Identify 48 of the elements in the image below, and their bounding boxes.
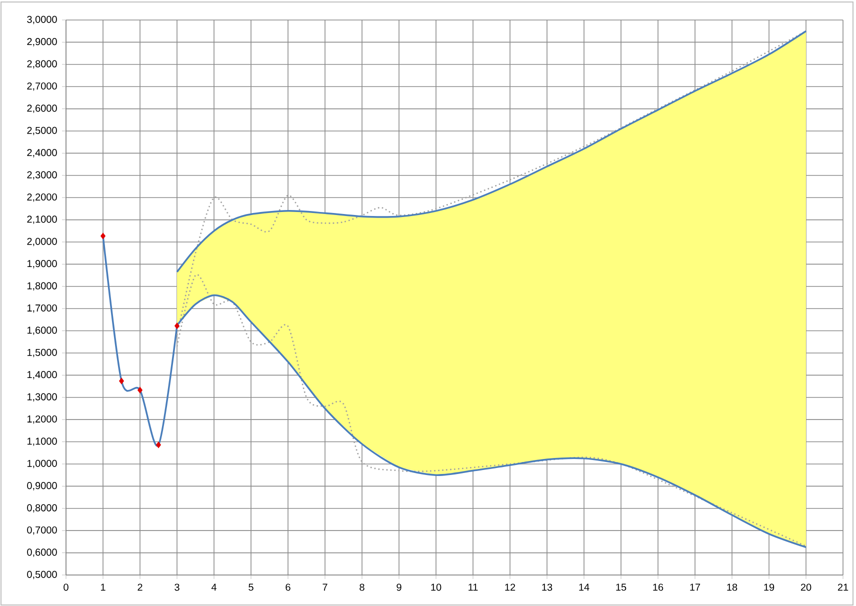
y-tick-label: 1,0000 — [27, 460, 57, 468]
x-tick-label: 1 — [100, 584, 106, 591]
y-tick-label: 1,3000 — [27, 393, 57, 402]
x-tick-label: 6 — [286, 584, 290, 591]
y-tick-label: 2,1000 — [27, 216, 57, 224]
y-tick-label: 1,1000 — [27, 438, 57, 446]
y-tick-label: 2,5000 — [27, 126, 57, 136]
x-tick-label: 14 — [579, 584, 590, 591]
y-tick-label: 1,2000 — [27, 415, 57, 424]
y-tick-label: 1,9000 — [27, 260, 57, 268]
x-tick-label: 8 — [360, 584, 364, 591]
y-tick-label: 2,2000 — [27, 193, 57, 202]
y-tick-label: 2,9000 — [27, 38, 57, 46]
y-tick-label: 1,4000 — [27, 371, 57, 380]
y-tick-label: 1,6000 — [27, 326, 57, 335]
x-tick-label: 15 — [616, 584, 626, 591]
x-tick-label: 21 — [838, 584, 848, 591]
y-tick-label: 1,8000 — [27, 282, 57, 291]
y-tick-label: 2,3000 — [27, 171, 57, 180]
x-tick-label: 3 — [174, 584, 180, 591]
x-tick-label: 10 — [431, 584, 442, 591]
x-tick-label: 9 — [396, 584, 402, 591]
y-tick-label: 0,6000 — [27, 548, 57, 557]
x-tick-label: 11 — [468, 584, 478, 591]
y-tick-label: 1,7000 — [27, 304, 57, 313]
y-tick-label: 0,9000 — [27, 482, 57, 490]
x-tick-label: 13 — [542, 584, 552, 591]
x-tick-label: 12 — [505, 584, 516, 591]
y-tick-label: 1,5000 — [27, 348, 57, 358]
y-tick-label: 2,7000 — [27, 82, 57, 91]
x-tick-label: 7 — [322, 584, 328, 591]
y-tick-label: 2,6000 — [27, 104, 57, 113]
y-tick-label: 2,4000 — [27, 149, 57, 158]
x-tick-label: 0 — [64, 584, 68, 591]
x-tick-label: 17 — [690, 584, 700, 591]
y-tick-label: 3,0000 — [27, 16, 57, 24]
y-tick-label: 2,8000 — [27, 60, 57, 69]
x-tick-label: 16 — [653, 584, 664, 591]
y-tick-label: 0,7000 — [27, 526, 57, 535]
x-tick-label: 20 — [800, 584, 812, 591]
y-tick-label: 0,8000 — [27, 504, 57, 513]
x-tick-label: 4 — [211, 584, 216, 591]
x-tick-label: 19 — [764, 584, 774, 591]
y-tick-label: 2,0000 — [27, 238, 57, 246]
x-tick-label: 2 — [138, 584, 142, 591]
y-tick-label: 0,5000 — [27, 570, 57, 580]
x-tick-label: 18 — [727, 584, 738, 591]
x-tick-label: 5 — [248, 584, 254, 591]
